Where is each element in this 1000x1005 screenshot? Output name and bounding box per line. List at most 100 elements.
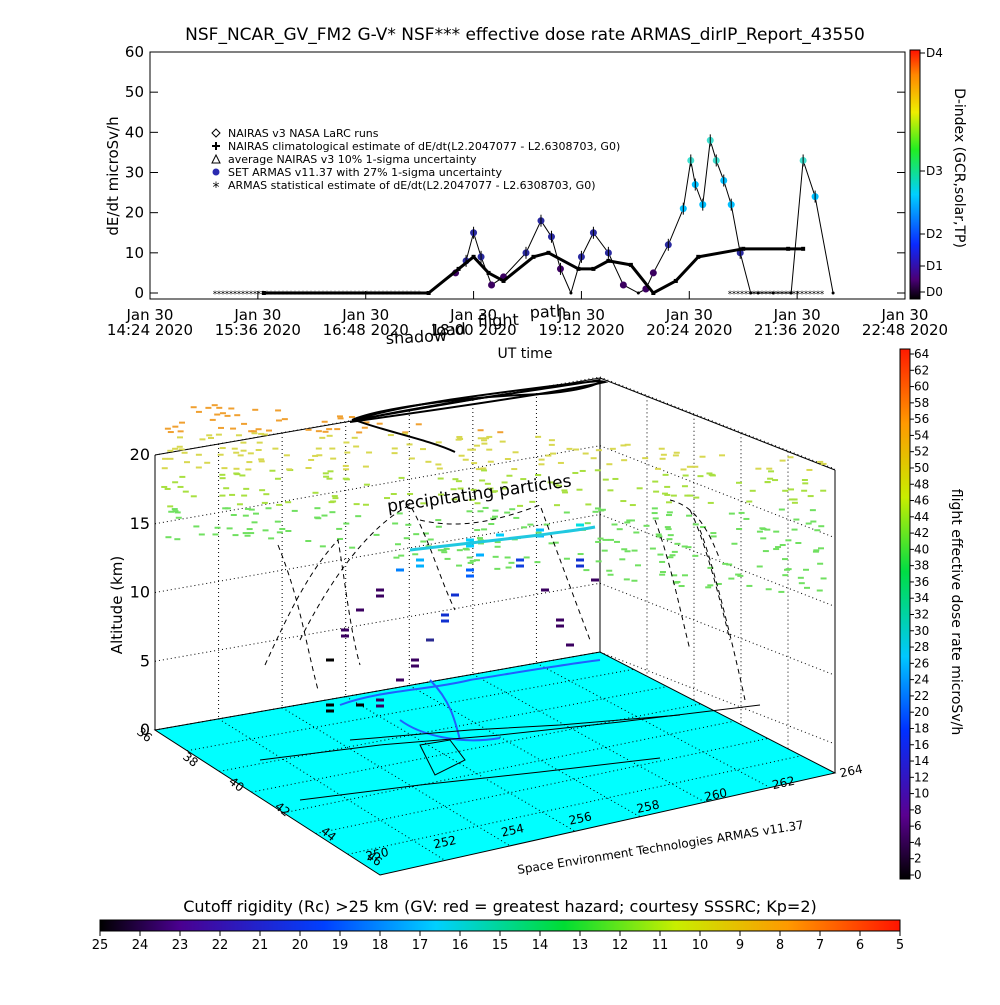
zero-marker: * (772, 290, 777, 300)
statistical-point (576, 266, 581, 271)
longitude-tick-label: 252 (432, 833, 457, 851)
zero-marker: * (277, 290, 282, 300)
x-tick-label-time: 22:48 2020 (862, 321, 948, 339)
dose-colorbar-tick-label: 20 (914, 705, 929, 719)
statistical-point (696, 254, 701, 259)
cutoff-colorbar (99, 919, 901, 932)
zero-marker: * (217, 290, 222, 300)
zero-marker: * (305, 290, 310, 300)
floor-features (339, 659, 601, 742)
armas-point (619, 281, 627, 289)
chart-title: NSF_NCAR_GV_FM2 G-V* NSF*** effective do… (185, 25, 865, 45)
altitude-label: Altitude (km) (108, 556, 126, 654)
dose-colorbar-tick-label: 28 (914, 640, 929, 654)
x-tick-label-date: Jan 30 (773, 306, 821, 324)
altitude-tick-label: 15 (130, 514, 150, 533)
overlay-label-shadow: shadow (385, 326, 447, 348)
altitude-tick-label: 5 (140, 651, 150, 670)
cutoff-title: Cutoff rigidity (Rc) >25 km (GV: red = g… (183, 897, 817, 916)
cutoff-tick-label: 5 (896, 938, 904, 953)
floor-grid-line (409, 684, 641, 818)
dindex-tick-label: D3 (926, 164, 943, 178)
zero-marker: * (736, 290, 741, 300)
statistical-point (741, 246, 746, 251)
x-tick-label-date: Jan 30 (665, 306, 713, 324)
zero-marker: * (369, 290, 374, 300)
cutoff-tick-label: 23 (172, 938, 189, 953)
x-tick-label-date: Jan 30 (233, 306, 281, 324)
zero-marker: * (401, 290, 406, 300)
zero-marker: * (273, 290, 278, 300)
zero-marker: * (221, 290, 226, 300)
statistical-point (486, 270, 491, 275)
zero-marker: * (800, 290, 805, 300)
dose-colorbar-tick-label: 54 (914, 428, 929, 442)
overlay-label-load: load (431, 319, 466, 340)
dose-colorbar-tick-label: 6 (914, 819, 922, 833)
longitude-tick-label: 264 (839, 762, 864, 780)
dose-colorbar-tick-label: 26 (914, 656, 929, 670)
wall-grid-line (599, 376, 836, 470)
cutoff-tick-label: 25 (92, 938, 109, 953)
dose-colorbar-tick-label: 18 (914, 721, 929, 735)
cutoff-tick-label: 12 (612, 938, 629, 953)
zero-marker: * (397, 290, 402, 300)
legend-symbol-diamond (211, 128, 221, 138)
zero-marker: * (389, 290, 394, 300)
zero-marker: * (225, 290, 230, 300)
floor-grid-line (345, 696, 576, 832)
zero-marker: * (728, 290, 733, 300)
zero-marker: * (269, 290, 274, 300)
zero-marker: * (325, 290, 330, 300)
floor-grid-line (536, 662, 771, 789)
zero-marker: * (245, 290, 250, 300)
armas-point (649, 269, 657, 277)
zero-marker: * (233, 290, 238, 300)
statistical-point (628, 262, 633, 267)
dose-colorbar-tick-label: 8 (914, 803, 922, 817)
legend-label: ARMAS statistical estimate of dE/dt(L2.2… (228, 179, 595, 192)
timeseries-y-axis: 0 10 20 30 40 50 60 (125, 43, 905, 302)
zero-marker: * (816, 290, 821, 300)
armas-point (569, 291, 573, 295)
dose-colorbar-tick-label: 48 (914, 477, 929, 491)
statistical-series-line (263, 247, 804, 295)
statistical-point (456, 266, 461, 271)
dose-colorbar-tick-label: 56 (914, 412, 929, 426)
zero-marker: * (301, 290, 306, 300)
wall-grid-line (154, 514, 601, 593)
floor-grid-line (472, 673, 706, 803)
armas-point (636, 291, 640, 295)
dose-colorbar-axis: 0246810121416182022242628303234363840424… (910, 347, 929, 882)
legend-symbol-dot (212, 168, 220, 176)
zero-marker: * (417, 290, 422, 300)
y-tick-label: 50 (125, 83, 144, 101)
zero-marker: * (752, 290, 757, 300)
timeseries-plot-frame (149, 51, 906, 300)
floor-grid-line (251, 703, 701, 793)
zero-marker: * (764, 290, 769, 300)
x-tick-label-date: Jan 30 (126, 306, 174, 324)
zero-marker: * (393, 290, 398, 300)
zero-marker: * (253, 290, 258, 300)
zero-marker: * (353, 290, 358, 300)
cutoff-axis: 25 24 23 22 21 20 19 18 17 16 15 14 13 12 11 10 9 8 7 6 5 (92, 931, 904, 953)
dose-colorbar-tick-label: 4 (914, 835, 922, 849)
zero-marker: * (317, 290, 322, 300)
zero-marker: * (361, 290, 366, 300)
dose-marker-cloud (161, 404, 827, 593)
dose-colorbar-tick-label: 52 (914, 445, 929, 459)
dose-colorbar-tick-label: 46 (914, 494, 929, 508)
dose-colorbar-tick-label: 58 (914, 396, 929, 410)
dose-colorbar-tick-label: 60 (914, 380, 929, 394)
wall-grid-line (154, 445, 601, 525)
zero-marker: * (748, 290, 753, 300)
dose-colorbar-tick-label: 38 (914, 559, 929, 573)
cutoff-tick-label: 10 (692, 938, 709, 953)
legend-label: NAIRAS climatological estimate of dE/dt(… (228, 140, 620, 153)
cutoff-tick-label: 17 (412, 938, 429, 953)
dose-colorbar-title: flight effective dose rate microSv/h (948, 489, 964, 735)
y-tick-label: 40 (125, 123, 144, 141)
